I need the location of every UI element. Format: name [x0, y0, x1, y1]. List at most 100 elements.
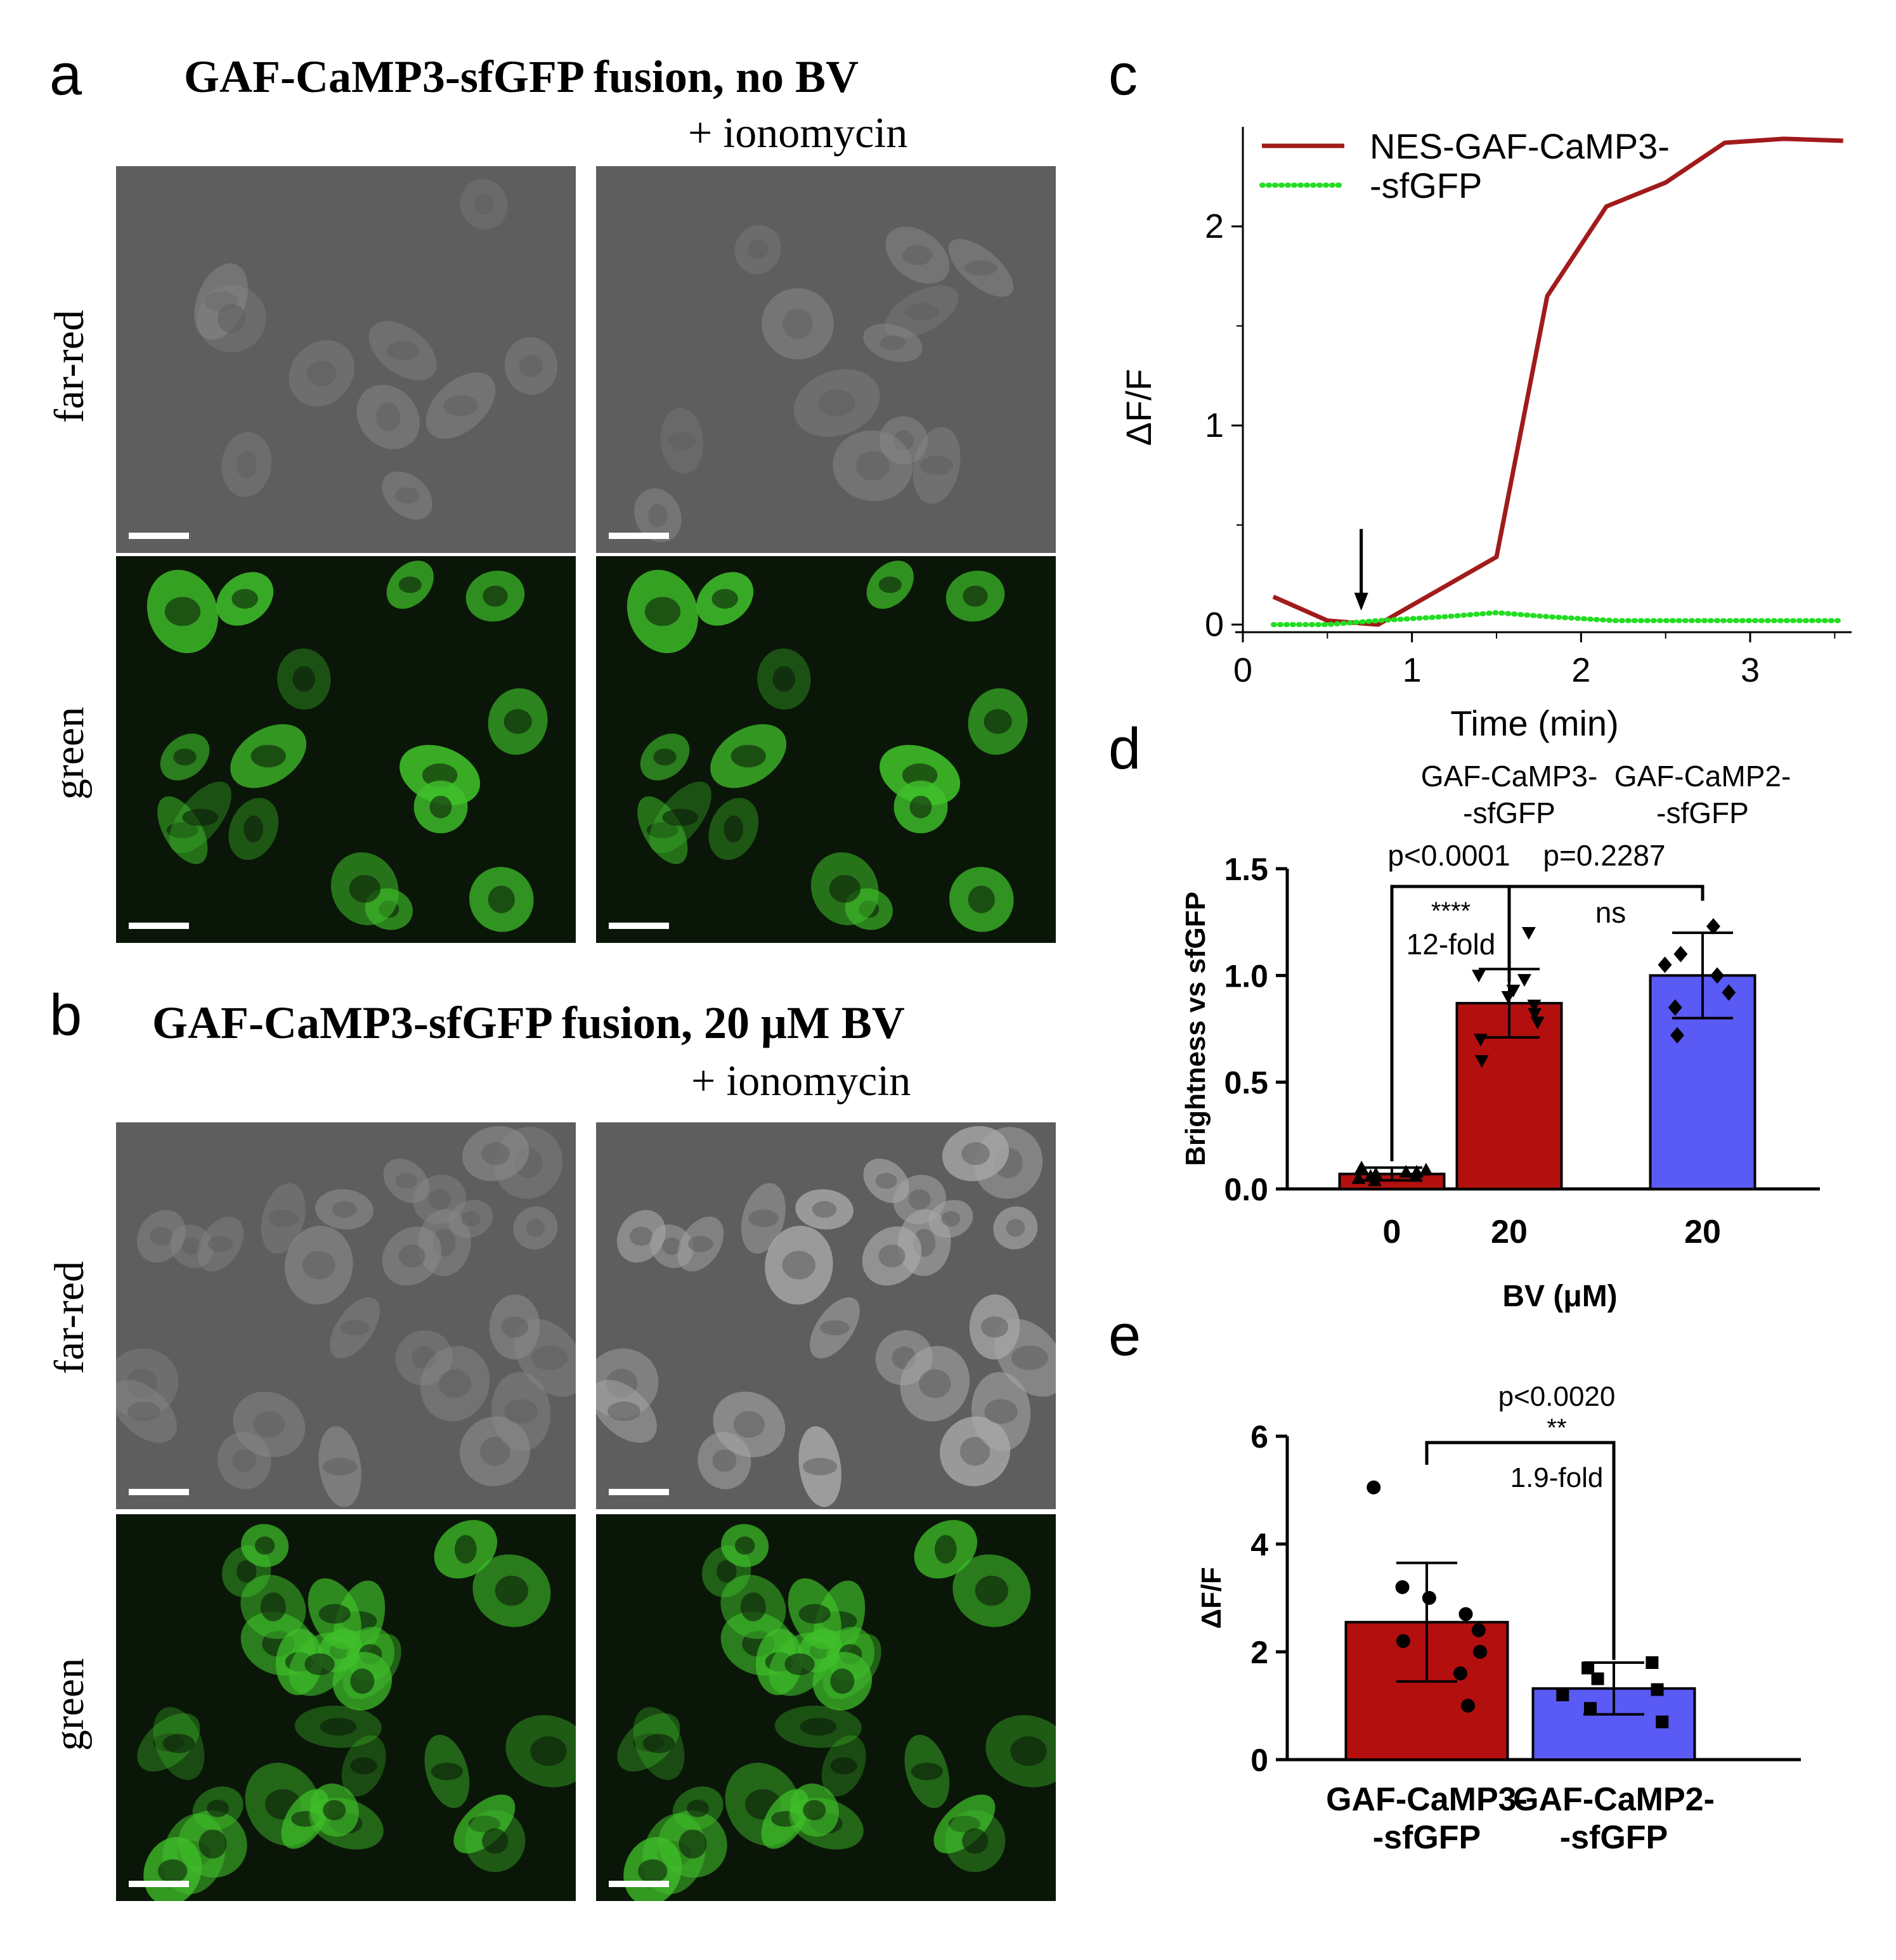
cell-nucleus: [412, 1346, 436, 1370]
cell-nucleus: [948, 1815, 980, 1833]
cell-nucleus: [803, 1800, 826, 1820]
cell-nucleus: [712, 1449, 737, 1472]
cell-nucleus: [919, 1369, 951, 1398]
cell-nucleus: [429, 795, 452, 819]
legend-label: -sfGFP: [1370, 165, 1482, 205]
cell-nucleus: [254, 1536, 275, 1555]
cell-nucleus: [724, 815, 744, 843]
x-tick-label: GAF-CaMP2-: [1513, 1781, 1715, 1818]
cell-nucleus: [323, 1800, 346, 1820]
cell-nucleus: [962, 1828, 989, 1854]
data-point: [1410, 1165, 1424, 1178]
x-tick-label: 20: [1491, 1214, 1528, 1250]
cell-nucleus: [349, 874, 380, 903]
y-tick-label: 1: [1205, 406, 1224, 445]
cell-nucleus: [126, 1368, 157, 1398]
cell-nucleus: [920, 455, 953, 476]
cell-nucleus: [526, 1219, 545, 1237]
cell-nucleus: [158, 1859, 188, 1883]
micrograph-canvas: [116, 1122, 576, 1509]
micrograph-b-far-red-baseline: [116, 1122, 576, 1509]
group-label: -sfGFP: [1463, 796, 1555, 829]
cell-nucleus: [875, 1172, 897, 1189]
cell-nucleus: [747, 240, 769, 259]
micrograph-canvas: [596, 1514, 1056, 1901]
data-point: [1583, 1702, 1597, 1715]
data-point: [1530, 1016, 1545, 1030]
cell-nucleus: [975, 1575, 1009, 1606]
panel-a-letter: a: [49, 42, 82, 107]
micrograph-canvas: [596, 556, 1056, 943]
data-point: [1471, 1623, 1486, 1637]
cell-nucleus: [127, 1401, 160, 1422]
cell-nucleus: [730, 744, 766, 768]
cell-nucleus: [911, 1762, 943, 1781]
group-label: GAF-CaMP3-: [1421, 760, 1598, 793]
cell-nucleus: [818, 389, 855, 417]
data-point: [1521, 927, 1536, 940]
significance-stars: ****: [1431, 897, 1471, 925]
cell-nucleus: [679, 1829, 707, 1859]
y-tick-label: 2: [1205, 207, 1224, 245]
cell-nucleus: [830, 1668, 855, 1694]
cell-nucleus: [350, 1757, 377, 1775]
cell-nucleus: [782, 308, 813, 339]
data-point: [1473, 1645, 1488, 1659]
cell-nucleus: [803, 1458, 838, 1476]
cell-nucleus: [162, 1734, 195, 1753]
cell-nucleus: [878, 1244, 906, 1268]
cell-nucleus: [474, 193, 494, 216]
y-tick-label: 0.0: [1224, 1172, 1268, 1207]
cell-nucleus: [711, 588, 738, 609]
y-axis-label: ΔF/F: [1196, 1567, 1227, 1629]
micrograph-a-green-baseline: [116, 556, 576, 943]
cell-nucleus: [1011, 1345, 1048, 1370]
data-point: [1646, 1656, 1659, 1669]
cell-nucleus: [483, 585, 508, 607]
data-point: [1367, 1480, 1381, 1495]
cell-nucleus: [292, 666, 316, 692]
cell-nucleus: [173, 748, 197, 766]
scale-bar: [129, 1881, 189, 1887]
cell-nucleus: [461, 1210, 481, 1227]
scale-bar: [129, 1489, 189, 1495]
data-point: [1581, 1661, 1595, 1675]
cell-nucleus: [323, 1458, 358, 1476]
micrograph-canvas: [116, 166, 576, 553]
micrograph-background: [596, 166, 1056, 553]
data-point: [1651, 1683, 1664, 1696]
cell-nucleus: [908, 1189, 931, 1210]
cell-nucleus: [443, 395, 478, 417]
cell-nucleus: [607, 1401, 640, 1422]
y-tick-label: 1.5: [1224, 852, 1268, 887]
cell-nucleus: [646, 822, 679, 838]
cell-nucleus: [984, 709, 1012, 734]
cell-nucleus: [519, 354, 543, 377]
series-line-2: [1271, 610, 1846, 627]
cell-nucleus: [880, 335, 906, 351]
cell-nucleus: [479, 1437, 510, 1466]
cell-nucleus: [302, 1250, 335, 1280]
cell-nucleus: [798, 1604, 831, 1624]
cell-nucleus: [904, 302, 939, 320]
panel-c-letter: c: [1108, 42, 1138, 107]
cell-nucleus: [260, 1592, 286, 1621]
cell-nucleus: [375, 402, 401, 432]
cell-nucleus: [253, 1411, 285, 1438]
legend-label: NES-GAF-CaMP3-: [1370, 126, 1670, 166]
cell-nucleus: [218, 304, 246, 334]
cell-nucleus: [784, 1653, 815, 1675]
cell-nucleus: [350, 1668, 375, 1694]
cell-nucleus: [668, 432, 696, 450]
cell-nucleus: [531, 1345, 568, 1370]
cell-nucleus: [734, 1536, 755, 1555]
data-point: [1528, 1008, 1542, 1021]
cell-nucleus: [662, 1237, 682, 1255]
comparison-bracket-2: [1507, 885, 1704, 982]
cell-nucleus: [149, 1226, 173, 1246]
fold-change-label: 1.9-fold: [1510, 1462, 1604, 1493]
cell-nucleus: [648, 503, 668, 528]
cell-nucleus: [481, 1142, 510, 1165]
cell-nucleus: [182, 1237, 202, 1255]
data-point: [1658, 956, 1672, 973]
